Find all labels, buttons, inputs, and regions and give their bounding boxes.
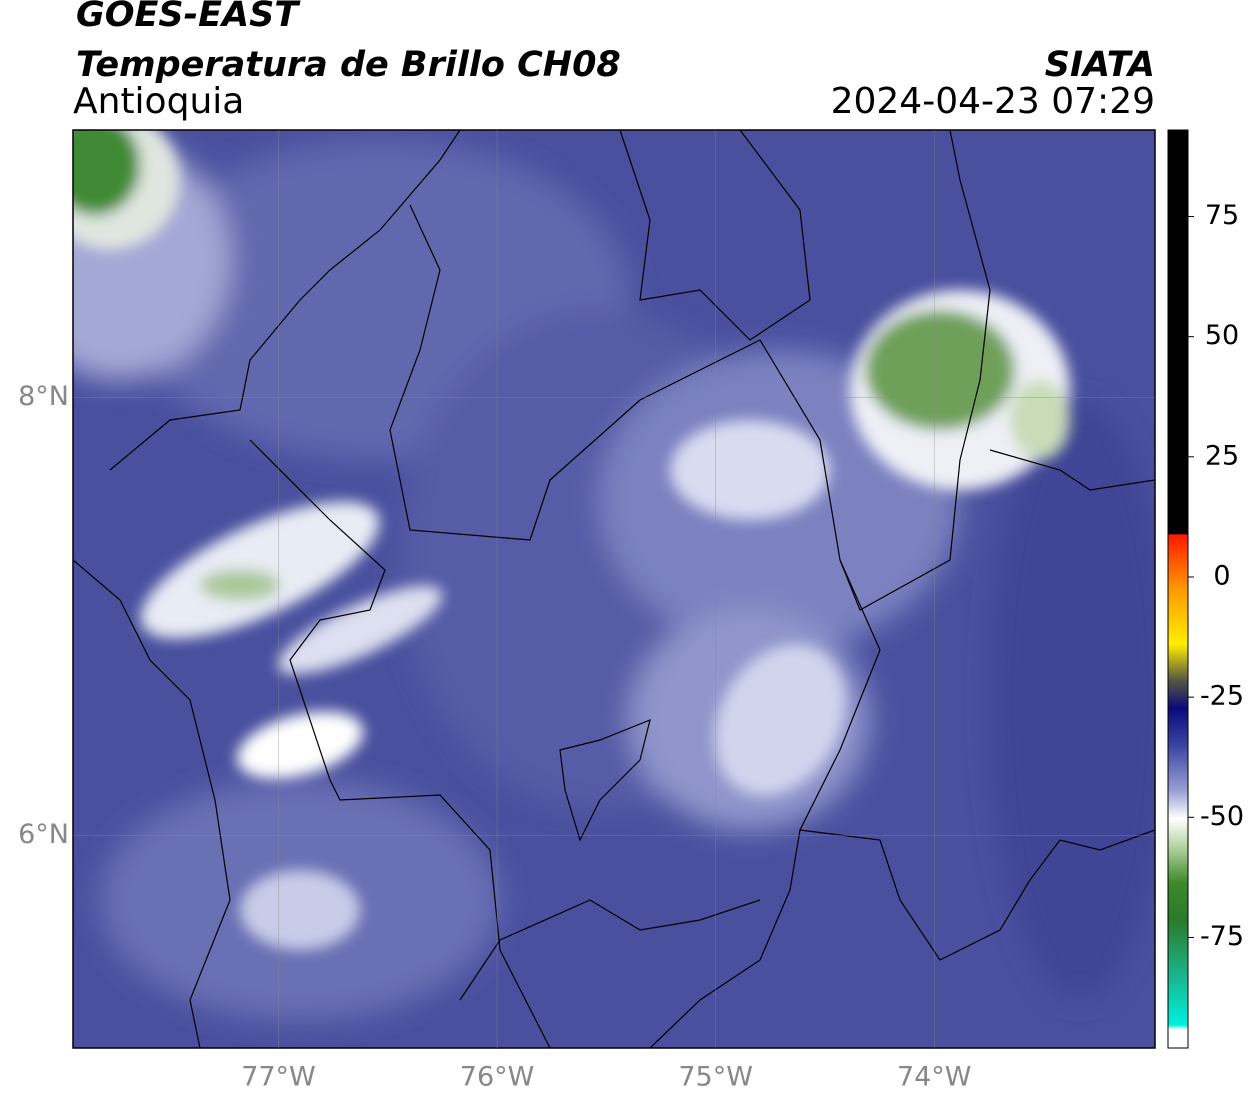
colorbar-tick-label: 50 (1205, 320, 1239, 351)
x-tick-label: 76°W (460, 1062, 535, 1093)
x-tick-label: 74°W (897, 1062, 972, 1093)
colorbar-tick-label: -50 (1200, 801, 1244, 832)
colorbar (1167, 129, 1189, 1049)
map-frame (72, 129, 1156, 1049)
title: GOES-EAST (76, 0, 301, 35)
colorbar-tick-label: 25 (1205, 440, 1239, 471)
colorbar-tick-label: 0 (1213, 560, 1230, 591)
subtitle: Temperatura de Brillo CH08 (76, 45, 621, 85)
x-tick-label: 75°W (678, 1062, 753, 1093)
source: SIATA (1045, 45, 1155, 85)
colorbar-tick-label: -75 (1200, 921, 1244, 952)
timestamp: 2024-04-23 07:29 (831, 81, 1155, 122)
imagery (73, 130, 1155, 1048)
colorbar-tick-label: -25 (1200, 681, 1244, 712)
region: Antioquia (73, 81, 244, 122)
y-tick-label: 6°N (18, 819, 69, 850)
y-tick-label: 8°N (18, 381, 69, 412)
x-tick-label: 77°W (241, 1062, 316, 1093)
colorbar-tick-label: 75 (1205, 200, 1239, 231)
